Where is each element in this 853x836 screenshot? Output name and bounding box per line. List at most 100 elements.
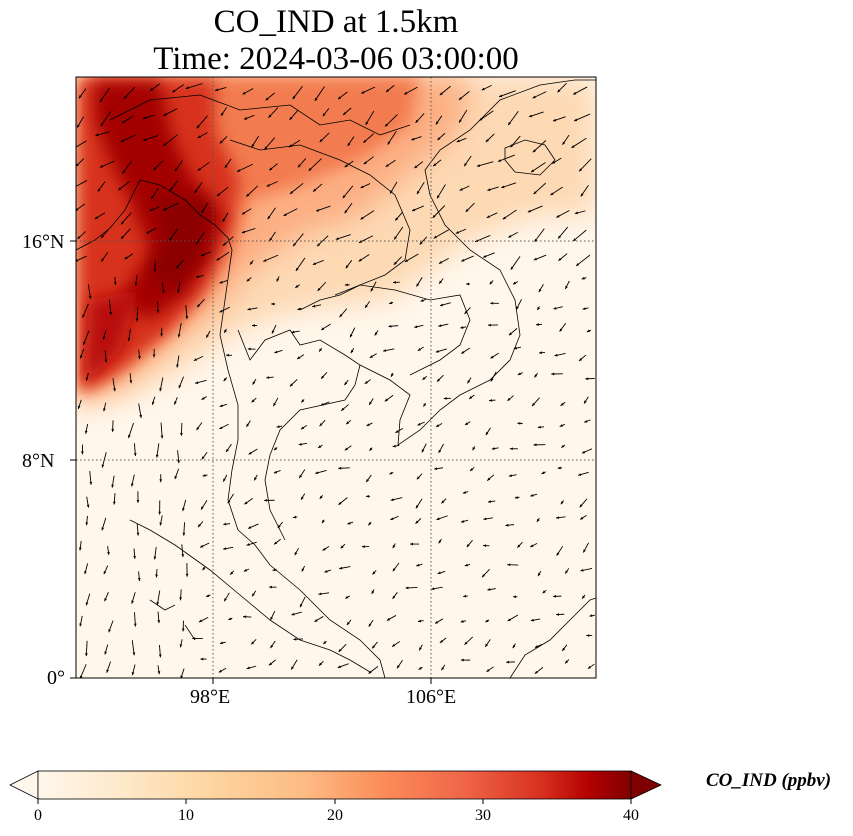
wind-vector-head <box>435 121 439 125</box>
wind-vector-head <box>556 214 560 218</box>
wind-vector-head <box>573 238 577 242</box>
wind-vector-head <box>392 444 396 448</box>
wind-vector-head <box>414 165 418 169</box>
wind-vector-head <box>180 675 184 678</box>
wind-vector-head <box>172 89 176 93</box>
wind-vector-head <box>483 544 487 548</box>
wind-vector-head <box>456 139 460 143</box>
wind-vector-head <box>490 378 494 382</box>
wind-vector-head <box>416 476 420 480</box>
wind-vector-head <box>571 145 575 148</box>
wind-vector-head <box>434 467 438 471</box>
wind-vector-head <box>533 257 538 261</box>
wind-vector-head <box>584 400 587 404</box>
wind-vector-head <box>177 289 180 293</box>
wind-vector-head <box>391 373 394 377</box>
wind-vector-head <box>390 190 393 194</box>
wind-vector-head <box>153 268 157 272</box>
wind-vector-head <box>77 124 80 128</box>
wind-vector-head <box>366 494 369 498</box>
wind-vector-head <box>157 671 161 675</box>
wind-vector-head <box>251 641 255 645</box>
wind-vector-head <box>542 590 546 594</box>
wind-vector-head <box>206 594 210 597</box>
wind-vector-head <box>265 97 269 101</box>
wind-vector-head <box>264 498 268 502</box>
wind-vector-head <box>274 541 278 545</box>
wind-vector-head <box>490 355 494 359</box>
wind-vector-head <box>78 547 82 551</box>
wind-vector-head <box>441 667 445 671</box>
wind-vector-head <box>344 381 348 386</box>
wind-vector-head <box>466 543 470 548</box>
wind-vector-head <box>322 519 325 524</box>
wind-vector-head <box>578 358 583 362</box>
wind-vector-head <box>489 281 493 285</box>
wind-vector-head <box>151 401 155 405</box>
wind-vector-head <box>269 237 273 242</box>
wind-vector-head <box>574 118 578 122</box>
wind-vector-head <box>392 595 396 599</box>
wind-vector-head <box>77 235 81 239</box>
wind-vector-head <box>89 481 93 485</box>
wind-vector-head <box>127 337 131 342</box>
wind-vector-head <box>133 555 137 559</box>
colorbar <box>9 770 662 804</box>
wind-vector-head <box>555 516 560 520</box>
wind-vector-head <box>85 522 89 526</box>
wind-vector-head <box>289 383 293 387</box>
wind-vector-head <box>291 612 295 616</box>
wind-vector-head <box>313 188 317 192</box>
wind-vector-head <box>273 470 278 474</box>
wind-vector-head <box>159 522 163 526</box>
wind-vector-head <box>248 526 252 529</box>
wind-vector-head <box>312 304 316 308</box>
wind-vector-head <box>202 474 206 477</box>
wind-vector-head <box>128 434 131 439</box>
wind-vector-head <box>246 193 250 197</box>
wind-vector-head <box>390 517 394 520</box>
wind-vector-head <box>343 112 347 116</box>
wind-vector-head <box>153 556 157 560</box>
wind-vector-head <box>276 425 280 428</box>
wind-vector-head <box>319 348 322 352</box>
wind-vector-head <box>341 407 345 411</box>
lat-label-0: 0° <box>47 667 65 689</box>
figure-title-line1: CO_IND at 1.5km <box>213 4 459 40</box>
wind-vector-head <box>443 397 447 400</box>
wind-vector-head <box>176 265 180 269</box>
wind-vector-head <box>338 648 342 652</box>
wind-vector-head <box>111 428 115 432</box>
wind-vector-head <box>358 258 362 262</box>
wind-vector-head <box>251 144 255 148</box>
wind-vector-head <box>517 372 521 375</box>
wind-vector-head <box>372 571 376 575</box>
wind-vector-head <box>252 593 255 597</box>
wind-vector-shaft <box>185 83 203 90</box>
wind-vector-head <box>557 466 561 470</box>
wind-vector-head <box>552 160 556 164</box>
wind-vector-head <box>361 90 365 94</box>
wind-vector-head <box>223 522 227 526</box>
wind-vector-head <box>99 99 103 103</box>
wind-vector-shaft <box>76 140 87 148</box>
wind-vector-head <box>383 349 387 352</box>
wind-vector-head <box>418 666 422 670</box>
wind-vector-head <box>464 163 467 167</box>
wind-vector-head <box>421 449 425 453</box>
wind-vector-head <box>294 551 298 556</box>
wind-vector-head <box>120 139 125 142</box>
wind-vector-head <box>508 474 512 477</box>
wind-vector-head <box>226 353 229 357</box>
wind-vector-head <box>436 424 440 427</box>
wind-vector-head <box>539 351 543 355</box>
wind-vector-head <box>536 518 540 522</box>
wind-vector-head <box>394 236 397 240</box>
wind-vector-head <box>497 159 502 162</box>
wind-vector-head <box>156 601 160 606</box>
wind-vector-shaft <box>498 90 516 98</box>
wind-vector-head <box>269 167 273 171</box>
wind-vector-head <box>79 675 83 678</box>
wind-vector-head <box>201 209 205 213</box>
wind-vector-head <box>289 116 293 120</box>
